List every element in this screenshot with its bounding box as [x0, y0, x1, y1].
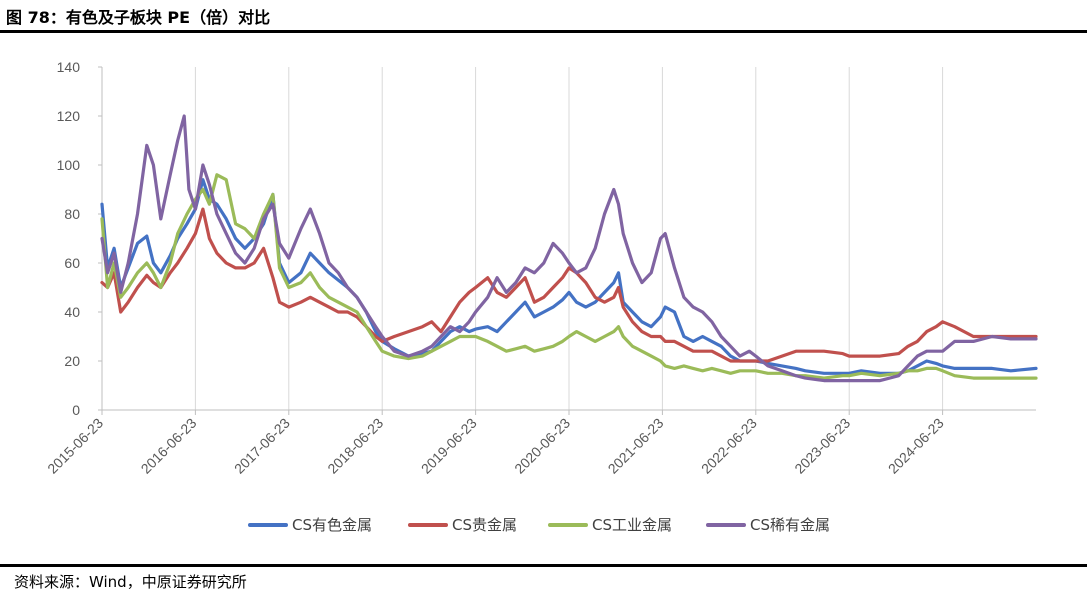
x-tick-label: 2019-06-23	[418, 415, 480, 477]
legend-item: CS工业金属	[548, 514, 672, 535]
x-tick-label: 2017-06-23	[231, 415, 293, 477]
x-tick-label: 2024-06-23	[885, 415, 947, 477]
series-line	[100, 207, 1038, 363]
legend-swatch	[408, 522, 448, 527]
x-tick-label: 2016-06-23	[138, 415, 200, 477]
x-tick-label: 2015-06-23	[44, 415, 106, 477]
x-tick-label: 2022-06-23	[698, 415, 760, 477]
series-line	[100, 173, 1038, 380]
source-note: 资料来源：Wind，中原证券研究所	[14, 573, 247, 591]
grid-layer	[194, 67, 944, 410]
y-tick-label: 20	[64, 353, 80, 369]
footer-divider	[0, 564, 1087, 567]
legend-label: CS有色金属	[292, 516, 372, 534]
chart-legend: CS有色金属 CS贵金属 CS工业金属 CS稀有金属	[0, 514, 1087, 536]
legend-label: CS工业金属	[592, 516, 672, 534]
x-tick-label: 2021-06-23	[605, 415, 667, 477]
legend-item: CS有色金属	[248, 514, 372, 535]
legend-item: CS贵金属	[408, 514, 517, 535]
title-divider	[0, 30, 1087, 33]
series-line	[100, 178, 1038, 375]
y-tick-label: 120	[57, 108, 81, 124]
legend-label: CS稀有金属	[750, 516, 830, 534]
legend-swatch	[548, 522, 588, 527]
y-tick-label: 80	[64, 206, 80, 222]
series-layer	[100, 114, 1038, 383]
legend-item: CS稀有金属	[706, 514, 830, 535]
y-tick-label: 100	[57, 157, 81, 173]
legend-label: CS贵金属	[452, 516, 517, 534]
y-tick-label: 60	[64, 255, 80, 271]
pe-line-chart: 2015-06-23 2016-06-23 2017-06-23 2018-06-23…	[44, 59, 1038, 477]
legend-swatch	[706, 522, 746, 527]
x-tick-label: 2023-06-23	[791, 415, 853, 477]
legend-swatch	[248, 522, 288, 527]
x-tick-label: 2020-06-23	[511, 415, 573, 477]
y-tick-label: 140	[57, 59, 81, 75]
y-tick-label: 0	[72, 402, 80, 418]
series-line	[100, 114, 1038, 383]
page-title: 图 78：有色及子板块 PE（倍）对比	[6, 8, 271, 27]
y-tick-label: 40	[64, 304, 80, 320]
x-tick-label: 2018-06-23	[324, 415, 386, 477]
